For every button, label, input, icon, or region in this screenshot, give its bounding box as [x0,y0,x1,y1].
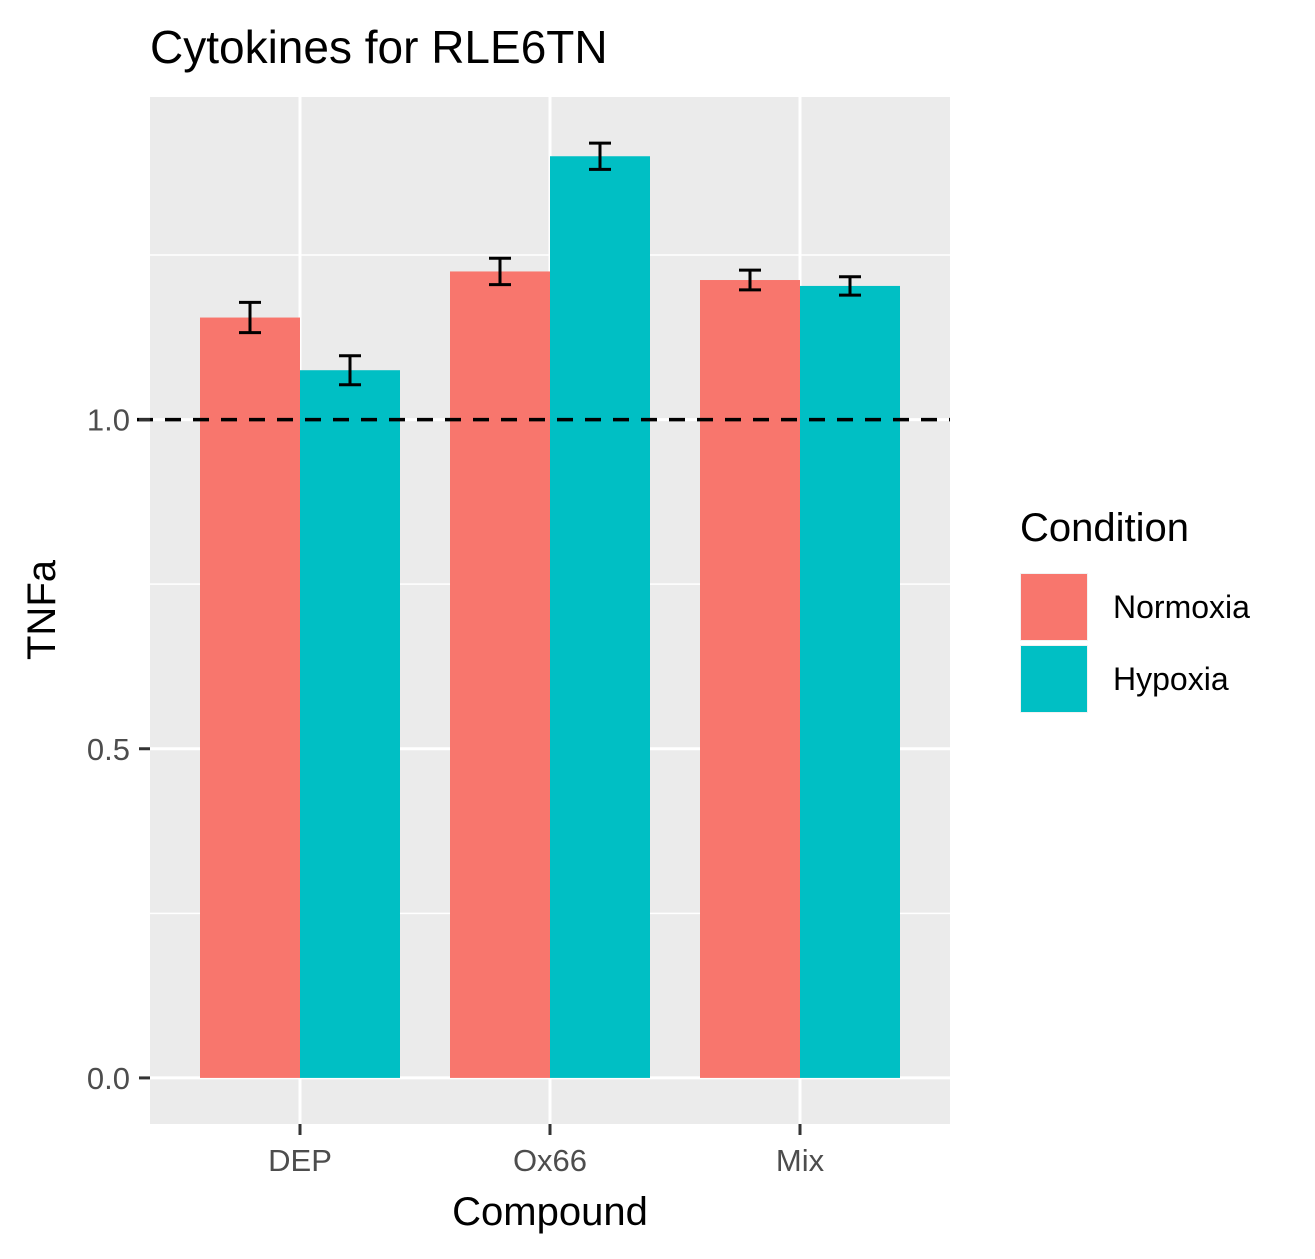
error-bar-mix-hypoxia [839,275,861,297]
legend: Condition Normoxia Hypoxia [1020,506,1250,713]
bar-ox66-normoxia [450,271,550,1078]
bar-ox66-hypoxia [550,156,650,1078]
error-bar-ox66-normoxia [489,256,511,287]
error-bar-dep-normoxia [239,300,261,335]
error-bar-dep-hypoxia [339,354,361,387]
legend-label-normoxia: Normoxia [1113,589,1250,625]
bar-mix-normoxia [700,280,800,1078]
y-tick-label: 0.5 [87,732,130,767]
bars [200,156,900,1078]
y-tick-label: 0.0 [87,1061,130,1096]
error-bar-mix-normoxia [739,268,761,292]
axes: 0.0 0.5 1.0 DEP Ox66 Mix [87,403,825,1178]
y-axis-title: TNFa [20,559,64,660]
x-axis-title: Compound [452,1190,648,1234]
y-tick-label: 1.0 [87,403,130,438]
bar-dep-hypoxia [300,370,400,1078]
x-tick-label: Mix [776,1143,825,1178]
legend-swatch-normoxia [1021,574,1087,640]
error-bars [239,141,861,387]
bar-mix-hypoxia [800,285,900,1078]
legend-title: Condition [1020,506,1189,550]
error-bar-ox66-hypoxia [589,141,611,171]
bar-dep-normoxia [200,317,300,1078]
legend-swatch-hypoxia [1021,646,1087,712]
x-tick-label: DEP [268,1143,332,1178]
chart-title: Cytokines for RLE6TN [150,21,608,73]
x-tick-label: Ox66 [513,1143,587,1178]
legend-label-hypoxia: Hypoxia [1113,661,1229,697]
